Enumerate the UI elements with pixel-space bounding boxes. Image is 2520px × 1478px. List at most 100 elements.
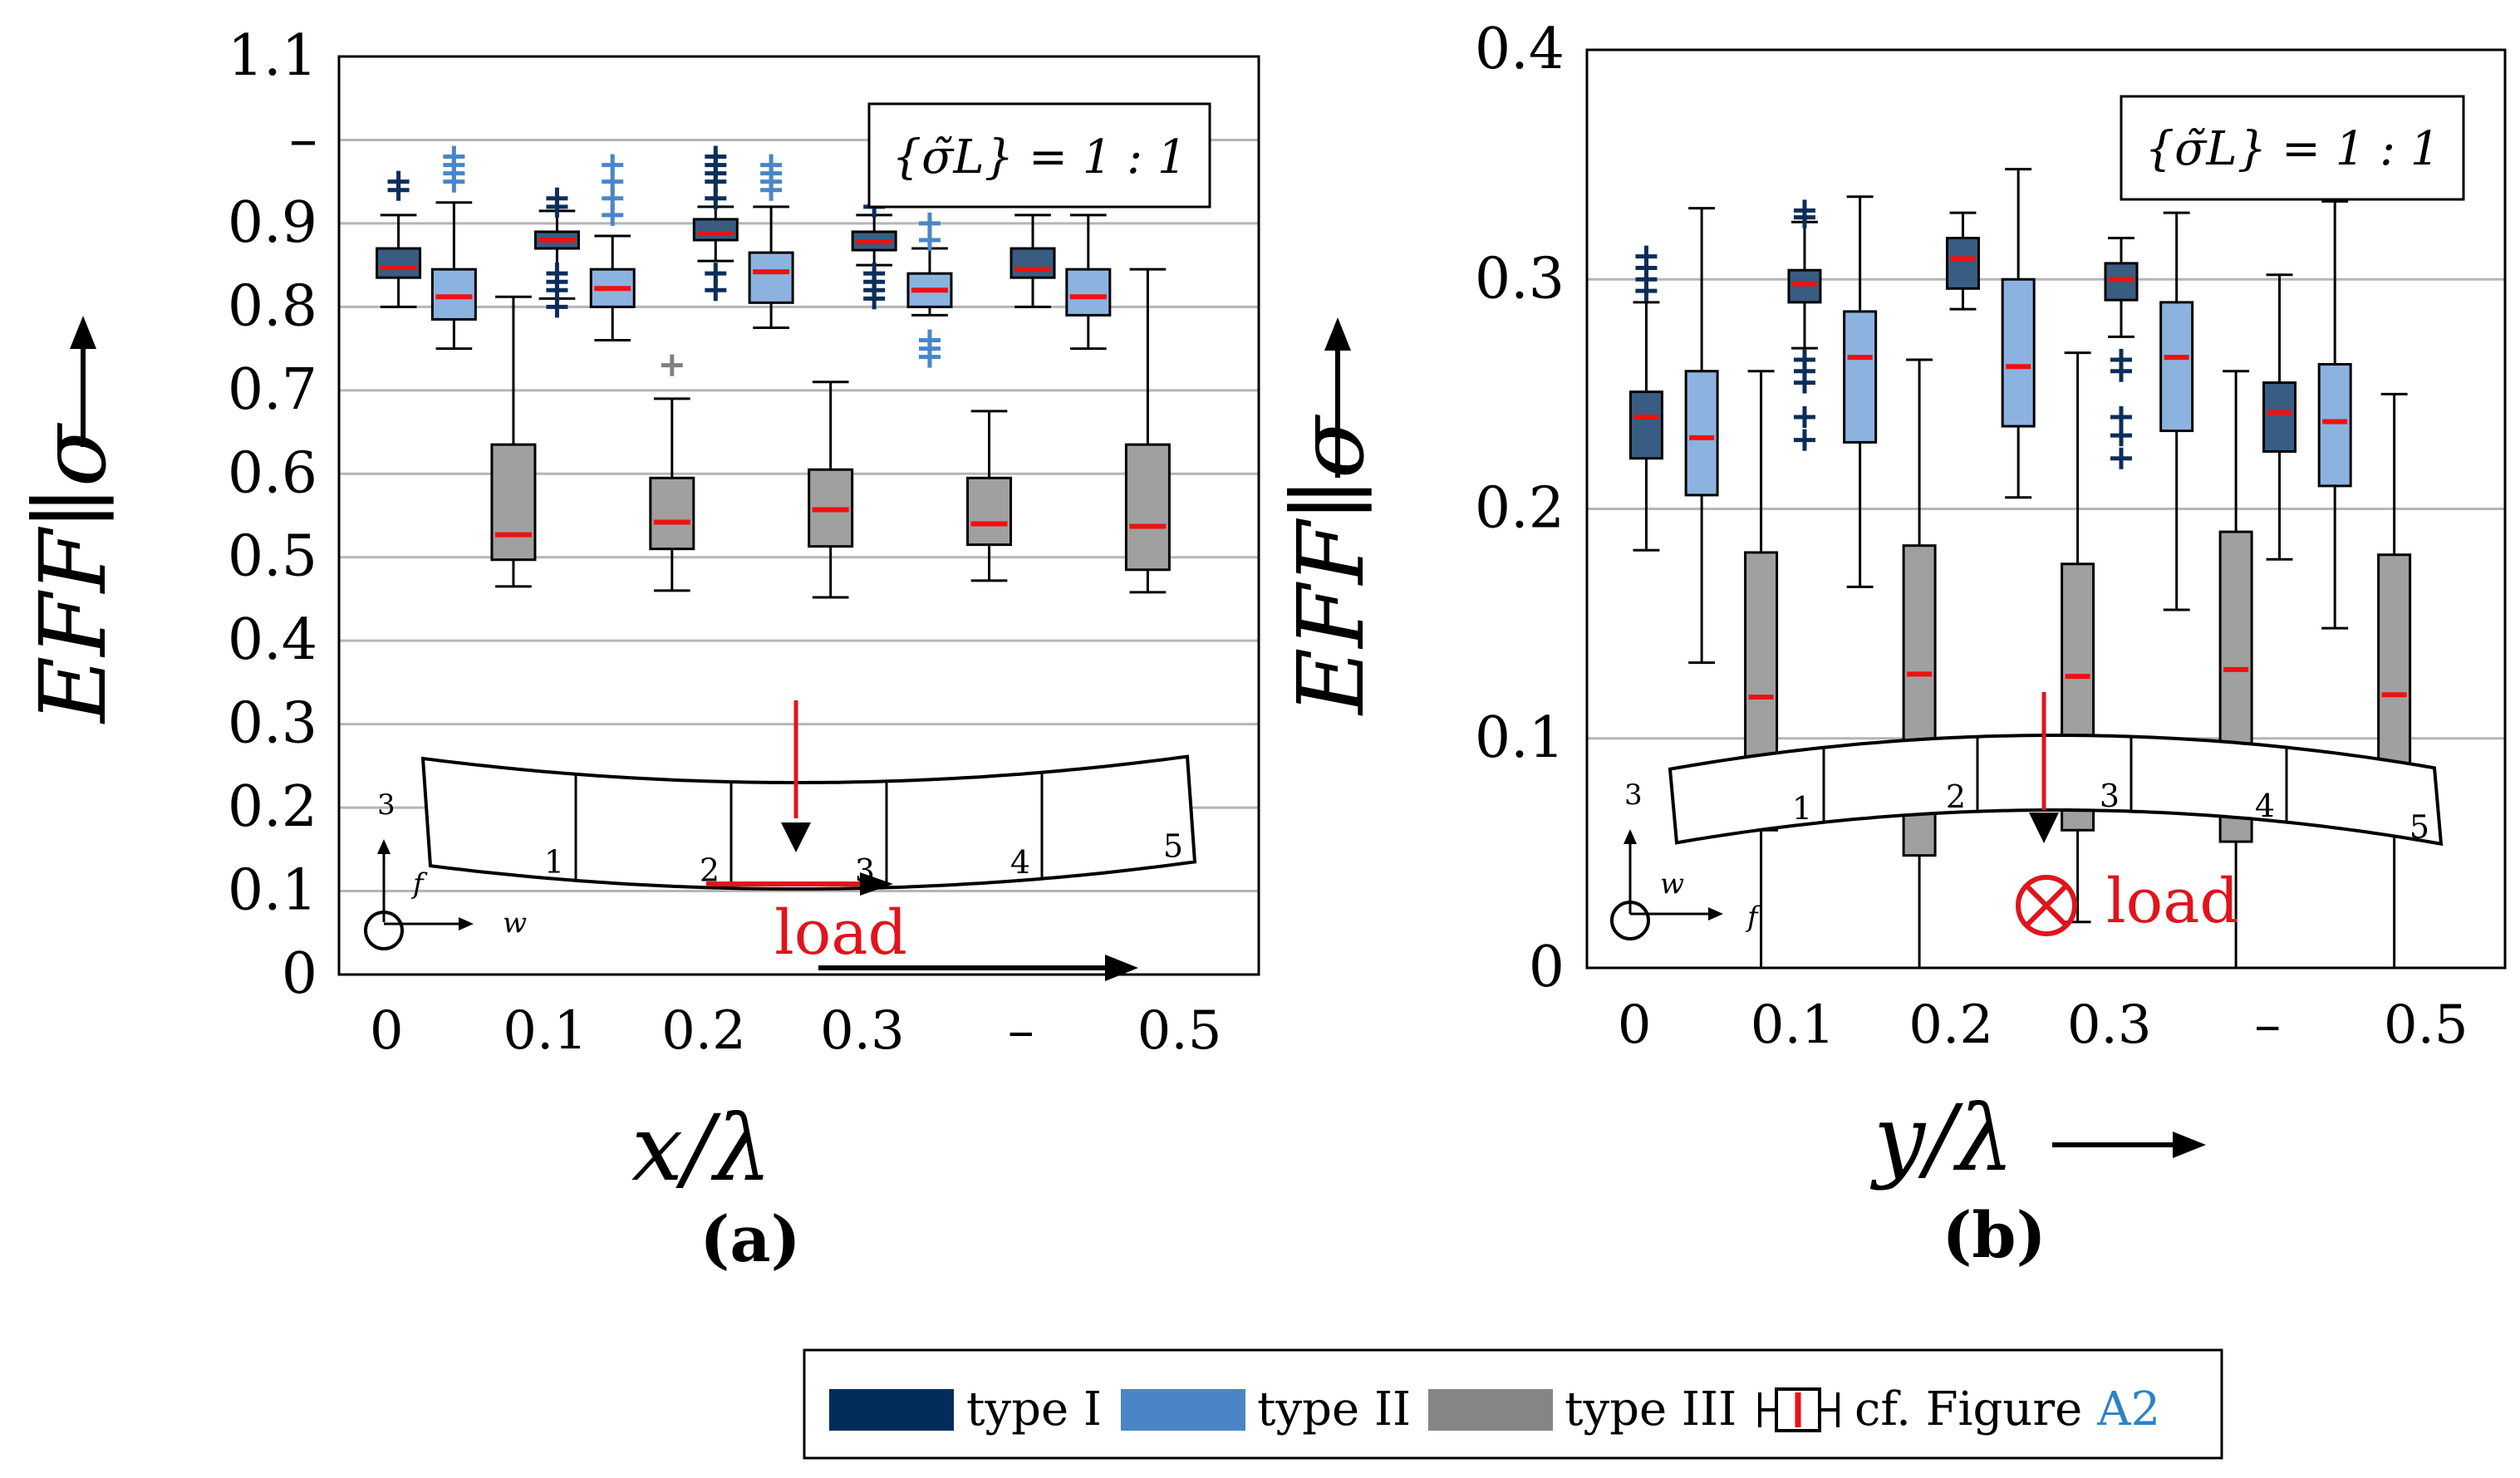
panel-label: (b)	[1942, 1198, 2046, 1272]
x-tick-label: 0	[370, 1000, 404, 1062]
box-type-III-2	[649, 354, 695, 592]
y-tick-label: 0.4	[1475, 17, 1565, 82]
x-axis-label: y/λ	[1869, 1085, 2014, 1191]
box-iqr	[1684, 370, 1719, 497]
coord-label-3: 3	[377, 788, 395, 822]
box-type-III-3	[808, 381, 854, 599]
y-tick-label: 0	[1529, 935, 1565, 1000]
legend-label-type-1: type I	[966, 1382, 1102, 1436]
legend-swatch-type-1	[829, 1389, 954, 1431]
x-axis-label: x/λ	[631, 1095, 772, 1201]
x-tick-label: 0.3	[2067, 994, 2152, 1056]
segment-label: 1	[544, 844, 564, 881]
box-type-I-5	[2262, 273, 2297, 561]
y-tick-label: 0.6	[228, 440, 317, 506]
segment-label: 5	[1163, 827, 1183, 864]
box-iqr	[1065, 268, 1112, 317]
y-tick-label: –	[289, 106, 317, 172]
box-type-III-4	[966, 410, 1013, 582]
box-type-I-4	[2104, 237, 2139, 469]
coord-label-f: f	[410, 867, 428, 901]
load-label: load	[774, 897, 907, 969]
legend-boxplot-symbol	[1758, 1387, 1840, 1432]
annotation-box	[867, 102, 1211, 209]
segment-label: 4	[2255, 788, 2275, 824]
axes-frame	[1585, 48, 2507, 970]
x-tick-label: 0.1	[503, 1000, 587, 1062]
coord-label-3: 3	[1624, 778, 1643, 812]
y-axis-arrow-head	[1324, 317, 1351, 351]
y-tick-label: 0.1	[1475, 705, 1565, 771]
box-type-III-5	[1124, 268, 1171, 594]
x-tick-label: 0.5	[1137, 1000, 1222, 1062]
box-iqr	[1628, 390, 1663, 460]
load-label: load	[2106, 866, 2239, 937]
box-type-I-1	[1628, 245, 1663, 552]
legend-label-type-3: type III	[1565, 1382, 1736, 1436]
legend-label-type-2: type II	[1257, 1382, 1411, 1436]
coord-label-w: w	[1660, 867, 1684, 901]
coord-label-f: f	[1745, 901, 1762, 934]
panel-b-chart: 0 0.1 0.2 0.3 0.4 0 0.1 0.2 0.3 – 0.5 1 2 3 4 5 load 3 w f {…	[1278, 17, 2507, 1272]
box-type-III-1	[490, 295, 537, 588]
y-tick-label: 0.7	[228, 357, 317, 423]
box-type-I-2	[533, 187, 580, 318]
load-arrow-head	[2029, 813, 2059, 843]
segment-label: 2	[1946, 778, 1966, 815]
load-into-page-icon	[2016, 875, 2077, 936]
legend-ref-text: cf. Figure A2	[1854, 1382, 2160, 1436]
box-iqr	[1009, 247, 1056, 279]
box-iqr	[2001, 277, 2036, 428]
box-type-II-5	[2317, 199, 2352, 630]
load-into-page-icon	[2024, 883, 2069, 928]
beam-inset: 1 2 3 4 5 load 3 w f	[1610, 692, 2444, 940]
box-iqr	[2317, 362, 2352, 488]
y-tick-label: 1.1	[228, 23, 317, 89]
segment-label: 4	[1010, 844, 1030, 881]
coord-origin	[1610, 901, 1650, 940]
box-type-I-2	[1787, 199, 1822, 451]
annotation-text: {σ̃L} = 1 : 1	[2145, 122, 2440, 176]
box-type-II-2	[589, 154, 636, 342]
coord-origin	[364, 911, 404, 950]
y-tick-label: 0.1	[228, 858, 317, 924]
box-type-III-2	[1902, 358, 1937, 970]
box-type-I-1	[376, 170, 422, 308]
legend-swatch-type-2	[1121, 1389, 1245, 1431]
legend-swatch-type-3	[1428, 1389, 1553, 1431]
box-type-I-3	[1945, 211, 1980, 311]
box-iqr	[490, 443, 537, 562]
box-type-III-5	[2377, 392, 2412, 970]
annotation-text: {σ̃L} = 1 : 1	[892, 130, 1187, 184]
box-iqr	[1843, 310, 1878, 444]
box-type-I-3	[692, 145, 739, 302]
y-axis-label: EFF∥σ	[1278, 414, 1384, 716]
coord-label-w: w	[503, 906, 527, 940]
x-axis-arrow-head	[2173, 1132, 2206, 1158]
box-type-I-5	[1009, 214, 1056, 308]
legend: type I type II type III cf. Figure A2	[803, 1348, 2223, 1460]
y-tick-label: 0.3	[1475, 246, 1565, 312]
annotation-box	[2120, 95, 2465, 201]
y-axis-label: EFF∥σ	[20, 422, 126, 724]
y-axis-arrow-head	[70, 316, 96, 349]
box-type-II-1	[430, 145, 477, 351]
axes-frame	[337, 55, 1260, 976]
x-tick-label: 0.2	[1908, 994, 1993, 1056]
legend-ref-link[interactable]: A2	[2096, 1382, 2160, 1436]
box-type-II-2	[1843, 195, 1878, 588]
y-tick-label: 0	[282, 941, 317, 1007]
x-tick-label: 0.2	[661, 1000, 746, 1062]
box-type-II-3	[2001, 168, 2036, 499]
box-type-II-3	[748, 154, 794, 329]
box-iqr	[649, 476, 695, 551]
box-type-II-4	[906, 212, 953, 368]
coord-axis-w-head	[459, 917, 474, 931]
x-tick-label: 0	[1618, 994, 1652, 1056]
box-type-II-1	[1684, 207, 1719, 665]
x-tick-label: 0.5	[2384, 994, 2468, 1056]
coord-axis-3-head	[1624, 829, 1637, 844]
segment-label: 5	[2409, 808, 2429, 845]
beam-outline	[1668, 734, 2444, 847]
